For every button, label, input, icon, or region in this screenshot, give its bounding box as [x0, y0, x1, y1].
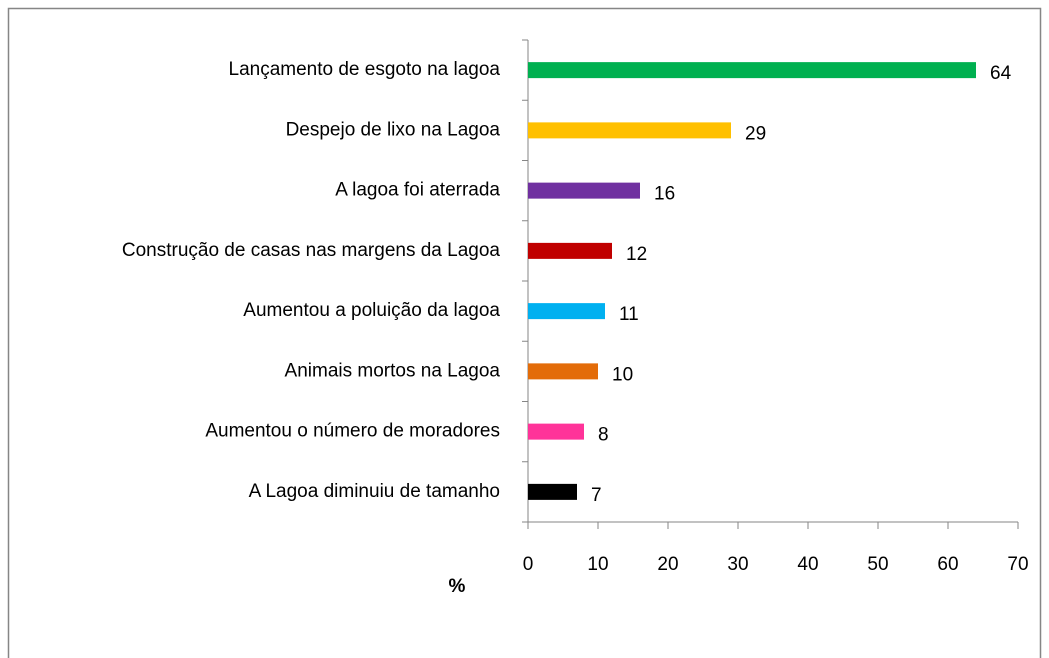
bar	[528, 303, 605, 320]
category-label: Construção de casas nas margens da Lagoa	[122, 240, 501, 261]
data-label: 8	[598, 425, 609, 446]
category-label: A Lagoa diminuiu de tamanho	[249, 481, 500, 502]
data-label: 29	[745, 123, 766, 144]
data-label: 11	[619, 304, 639, 325]
x-tick-label: 60	[937, 554, 958, 575]
bar	[528, 423, 584, 440]
bar	[528, 242, 612, 259]
category-label: Lançamento de esgoto na lagoa	[229, 59, 501, 80]
x-axis-label: %	[449, 576, 466, 597]
data-label: 10	[612, 364, 633, 385]
data-label: 12	[626, 244, 647, 265]
data-label: 16	[654, 184, 675, 205]
x-tick-label: 70	[1007, 554, 1028, 575]
bar	[528, 62, 976, 79]
category-label: Aumentou a poluição da lagoa	[243, 300, 500, 321]
x-tick-label: 30	[727, 554, 748, 575]
data-label: 64	[990, 63, 1012, 84]
x-tick-label: 0	[523, 554, 534, 575]
bar	[528, 122, 731, 139]
category-label: Animais mortos na Lagoa	[285, 360, 501, 381]
data-label: 7	[591, 485, 602, 506]
category-label: Despejo de lixo na Lagoa	[286, 119, 501, 140]
x-tick-label: 20	[657, 554, 678, 575]
x-tick-label: 40	[797, 554, 818, 575]
bar	[528, 182, 640, 199]
category-label: A lagoa foi aterrada	[335, 180, 500, 201]
category-label: Aumentou o número de moradores	[205, 421, 500, 442]
chart-frame	[7, 7, 1042, 658]
x-tick-label: 50	[867, 554, 888, 575]
bar	[528, 483, 577, 500]
bar	[528, 363, 598, 380]
x-tick-label: 10	[587, 554, 608, 575]
